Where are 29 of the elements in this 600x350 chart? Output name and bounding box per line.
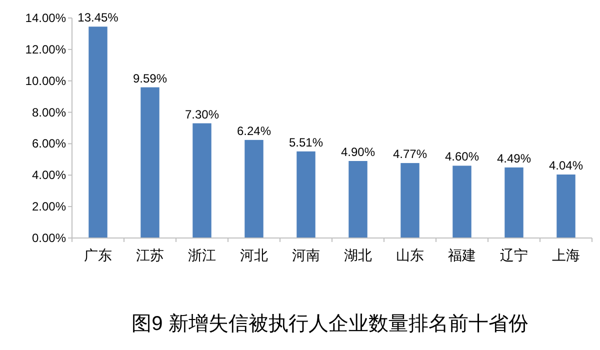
y-tick-label: 12.00%: [25, 42, 66, 56]
y-tick-label: 6.00%: [32, 136, 66, 151]
x-tick-label: 广东: [84, 247, 112, 263]
data-label: 4.77%: [392, 147, 428, 162]
data-label: 4.60%: [444, 150, 480, 164]
text: 图9 新增失信被执行人企业数量排名前十省份: [132, 313, 528, 335]
y-tick-label: 4.00%: [32, 168, 66, 182]
data-label: 9.59%: [132, 71, 168, 86]
data-label: 4.04%: [548, 158, 584, 173]
x-tick-label: 上海: [552, 247, 580, 263]
x-tick-label: 河北: [240, 247, 268, 263]
data-label: 4.49%: [496, 151, 532, 166]
x-tick-label: 辽宁: [500, 247, 528, 263]
x-tick-label: 山东: [396, 247, 424, 263]
data-label: 7.30%: [184, 107, 220, 122]
y-tick-label: 14.00%: [25, 11, 66, 25]
y-tick-label: 8.00%: [32, 105, 66, 120]
y-tick-label: 0.00%: [32, 231, 66, 245]
x-tick-label: 河南: [292, 247, 320, 263]
x-tick-label: 福建: [448, 247, 476, 263]
data-label: 13.45%: [78, 10, 119, 25]
y-tick-label: 10.00%: [25, 74, 66, 88]
x-tick-label: 湖北: [344, 247, 372, 263]
y-tick-label: 2.00%: [32, 200, 66, 214]
data-label: 4.90%: [340, 145, 376, 159]
data-label: 6.24%: [236, 124, 272, 138]
x-tick-label: 江苏: [136, 247, 164, 263]
data-label: 5.51%: [288, 135, 324, 150]
x-tick-label: 浙江: [188, 247, 216, 263]
